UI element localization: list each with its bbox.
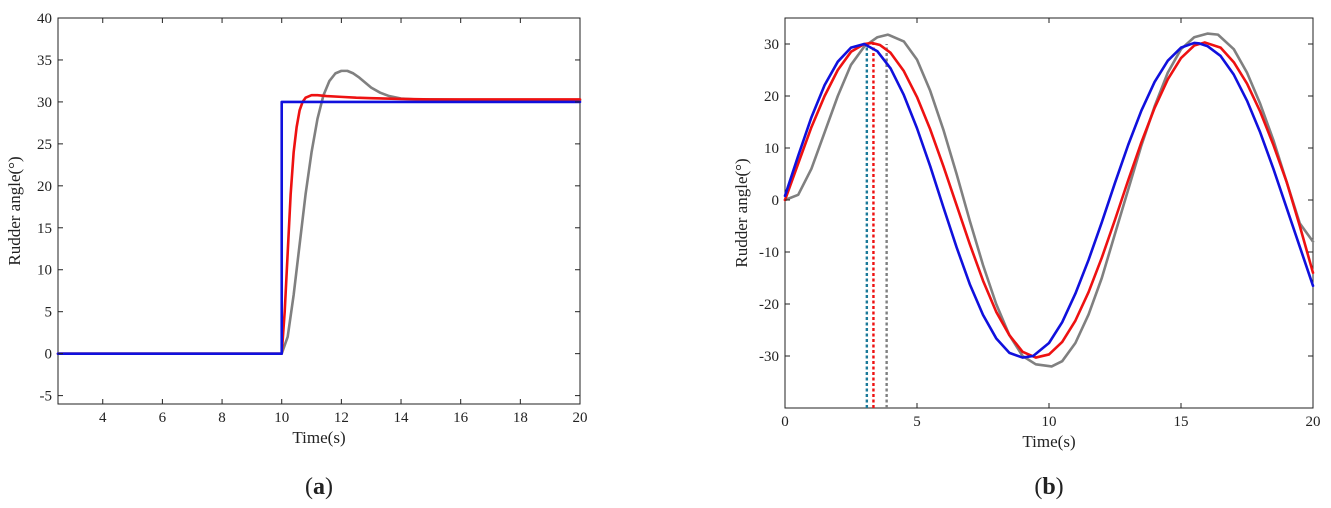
x-tick-label-7: 18 (513, 410, 528, 426)
panel-caption: (b) (1034, 474, 1063, 500)
x-tick-label-1: 5 (913, 414, 921, 430)
plot-frame (57, 17, 581, 405)
y-tick-label-0: -5 (40, 389, 53, 405)
chart-panel-a: 4 6 8 10 12 14 16 18 20 -5 0 5 10 15 20 25 30 35 40 Time(s)… (5, 11, 588, 500)
x-tick-label-1: 6 (159, 410, 167, 426)
chart-panel-b: 0 5 10 15 20 -30 -20 -10 0 10 20 30 Time(s) Rudder an… (732, 17, 1321, 500)
x-tick-label-4: 20 (1306, 414, 1321, 430)
y-tick-label-8: 35 (37, 53, 52, 69)
y-tick-label-3: 10 (37, 263, 52, 279)
y-tick-label-1: -20 (759, 297, 779, 313)
x-tick-label-8: 20 (573, 410, 588, 426)
x-tick-label-3: 10 (274, 410, 289, 426)
y-tick-label-5: 20 (764, 89, 779, 105)
panel-caption: (a) (305, 474, 333, 500)
y-axis-label: Rudder angle(°) (5, 156, 24, 265)
y-tick-label-7: 30 (37, 95, 52, 111)
x-tick-label-5: 14 (394, 410, 410, 426)
y-tick-label-6: 25 (37, 137, 52, 153)
series-line-1 (783, 41, 1315, 359)
series-line-0 (56, 69, 582, 355)
x-tick-label-0: 0 (781, 414, 789, 430)
y-axis-label: Rudder angle(°) (732, 158, 751, 267)
x-tick-label-4: 12 (334, 410, 349, 426)
y-tick-label-9: 40 (37, 11, 52, 27)
series-line-0 (783, 32, 1315, 368)
y-tick-label-1: 0 (45, 347, 53, 363)
x-axis-label: Time(s) (1022, 432, 1075, 451)
x-tick-label-2: 10 (1042, 414, 1057, 430)
x-axis-label: Time(s) (292, 428, 345, 447)
y-tick-label-4: 15 (37, 221, 52, 237)
series-line-1 (56, 93, 582, 355)
y-tick-label-6: 30 (764, 37, 779, 53)
series-line-2 (56, 100, 582, 355)
y-tick-label-0: -30 (759, 349, 779, 365)
x-tick-label-3: 15 (1174, 414, 1189, 430)
y-tick-label-3: 0 (772, 193, 780, 209)
series-line-2 (783, 41, 1315, 359)
y-tick-label-2: -10 (759, 245, 779, 261)
y-tick-label-2: 5 (45, 305, 53, 321)
x-tick-label-0: 4 (99, 410, 107, 426)
y-tick-label-4: 10 (764, 141, 779, 157)
x-tick-label-2: 8 (218, 410, 226, 426)
y-tick-label-5: 20 (37, 179, 52, 195)
x-tick-label-6: 16 (453, 410, 469, 426)
